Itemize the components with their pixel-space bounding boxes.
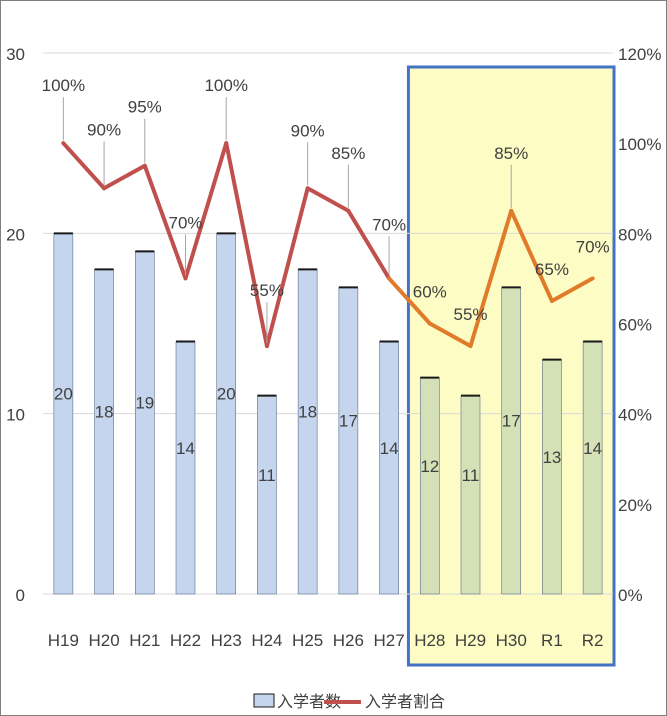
- line-segment: [102, 163, 147, 191]
- x-axis-tick-label: H28: [414, 631, 445, 650]
- bar-data-label: 17: [339, 412, 358, 431]
- line-data-label: 60%: [413, 283, 447, 302]
- bar-data-labels: 20 18 19 14 20 11 18 17 14 12 11 17 13 14: [54, 385, 602, 485]
- left-axis-ticks: 0 10 20 30: [6, 45, 25, 605]
- bar-data-label: 11: [258, 466, 276, 485]
- line-segment: [427, 321, 473, 349]
- legend-label-line: 入学者割合: [365, 693, 445, 711]
- line-data-label: 90%: [291, 121, 325, 140]
- bar-series: [53, 232, 603, 595]
- right-axis-tick-label: 80%: [618, 225, 652, 244]
- line-data-label: 55%: [250, 281, 284, 300]
- left-axis-tick-label: 10: [6, 406, 25, 425]
- bar: [542, 359, 562, 595]
- bar: [501, 287, 522, 595]
- bar-data-label: 19: [135, 394, 154, 413]
- bar-data-label: 20: [54, 385, 73, 404]
- bar-data-label: 20: [217, 385, 236, 404]
- left-axis-tick-label: 0: [16, 586, 25, 605]
- x-axis-tick-label: H23: [211, 631, 242, 650]
- line-segment: [142, 163, 188, 281]
- x-axis-tick-label: H30: [496, 631, 527, 650]
- x-axis-ticks: H19 H20 H21 H22 H23 H24 H25 H26 H27 H28 H29 H30 R1 R2: [48, 631, 604, 650]
- bar-data-label: 14: [380, 439, 399, 458]
- bar: [216, 233, 237, 595]
- line-segment: [549, 276, 595, 303]
- right-axis-tick-label: 40%: [618, 406, 652, 425]
- line-segment: [509, 208, 554, 303]
- bar: [53, 233, 74, 595]
- right-axis-tick-label: 60%: [618, 316, 652, 335]
- line-data-label: 85%: [331, 144, 365, 163]
- bar: [419, 377, 440, 595]
- right-axis-tick-label: 100%: [618, 135, 661, 154]
- bar-data-label: 12: [420, 457, 439, 476]
- legend-swatch-bar: [253, 693, 275, 708]
- bar: [257, 395, 277, 595]
- line-data-label: 70%: [576, 237, 610, 256]
- x-axis-tick-label: H21: [129, 631, 160, 650]
- line-data-label: 90%: [87, 120, 121, 139]
- line-data-label: 85%: [494, 144, 528, 163]
- bar: [379, 341, 399, 595]
- line-segment: [183, 141, 229, 281]
- line-data-labels: 100% 90% 95% 70% 100% 55% 90% 85% 70% 60% 55% 85% 65…: [42, 76, 610, 324]
- right-axis-tick-label: 20%: [618, 496, 652, 515]
- right-axis-ticks: 0% 20% 40% 60% 80% 100% 120%: [618, 45, 661, 605]
- line-segment: [387, 276, 432, 326]
- x-axis-tick-label: H19: [48, 631, 79, 650]
- right-axis-tick-label: 0%: [618, 586, 643, 605]
- line-data-label: 70%: [372, 215, 406, 234]
- legend: 入学者数 入学者割合: [253, 693, 445, 711]
- line-series: [61, 141, 595, 349]
- line-segment: [346, 208, 392, 281]
- x-axis-tick-label: H22: [170, 631, 201, 650]
- bar-data-label: 11: [462, 466, 480, 485]
- line-segment: [61, 141, 107, 191]
- line-segment: [305, 186, 351, 213]
- bar: [175, 341, 196, 595]
- legend-label-bar: 入学者数: [277, 693, 341, 711]
- line-segment: [264, 186, 310, 349]
- label-leader-lines: [62, 97, 512, 344]
- x-axis-tick-label: R2: [582, 631, 604, 650]
- bar-data-label: 18: [95, 403, 114, 422]
- bar-data-label: 14: [176, 439, 195, 458]
- x-axis-tick-label: H20: [88, 631, 119, 650]
- line-data-label: 100%: [42, 76, 85, 95]
- x-axis-tick-label: H25: [292, 631, 323, 650]
- x-axis-tick-label: R1: [541, 631, 563, 650]
- line-data-label: 65%: [535, 260, 569, 279]
- line-data-label: 70%: [168, 213, 202, 232]
- bar-data-label: 14: [583, 439, 602, 458]
- left-axis-tick-label: 20: [6, 225, 25, 244]
- line-data-label: 55%: [453, 305, 487, 324]
- bar: [134, 251, 155, 595]
- line-segment: [468, 208, 514, 349]
- left-axis-tick-label: 30: [6, 45, 25, 64]
- bar-data-label: 13: [542, 448, 561, 467]
- right-axis-tick-label: 120%: [618, 45, 661, 64]
- bar: [297, 269, 318, 595]
- line-data-label: 95%: [128, 98, 162, 117]
- bar-data-label: 17: [502, 412, 521, 431]
- bar: [338, 287, 359, 595]
- bar-data-label: 18: [298, 403, 317, 422]
- bar: [582, 341, 603, 595]
- bar: [460, 395, 481, 595]
- line-data-label: 100%: [204, 76, 247, 95]
- line-segment: [224, 141, 269, 349]
- x-axis-tick-label: H27: [373, 631, 404, 650]
- x-axis-tick-label: H24: [251, 631, 282, 650]
- x-axis-tick-label: H29: [455, 631, 486, 650]
- x-axis-tick-label: H26: [333, 631, 364, 650]
- bar: [94, 269, 114, 595]
